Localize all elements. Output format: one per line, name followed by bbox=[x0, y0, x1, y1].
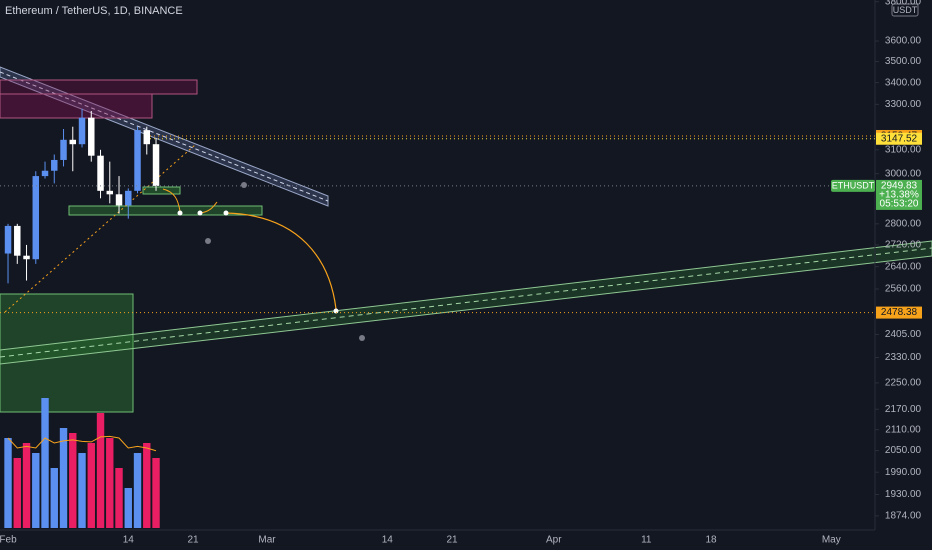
volume-bar bbox=[32, 453, 40, 528]
anchor bbox=[197, 210, 203, 216]
anchor bbox=[223, 210, 229, 216]
y-tick-label: 3500.00 bbox=[885, 56, 922, 67]
volume-bar bbox=[13, 458, 21, 528]
last-price: 2949.83 bbox=[881, 181, 918, 192]
candle-body bbox=[69, 139, 77, 145]
anchor bbox=[333, 308, 339, 314]
candle-body bbox=[4, 225, 12, 254]
y-tick-label: 2405.00 bbox=[885, 329, 922, 340]
y-tick-label: 3100.00 bbox=[885, 144, 922, 155]
y-tick-label: 1930.00 bbox=[885, 489, 922, 500]
candle-body bbox=[97, 155, 104, 191]
volume-bar bbox=[152, 458, 160, 528]
y-tick-label: 2560.00 bbox=[885, 284, 922, 295]
marker bbox=[359, 335, 365, 341]
chart-title: Ethereum / TetherUS, 1D, BINANCE bbox=[5, 5, 183, 17]
candle-body bbox=[51, 159, 58, 171]
candle-body bbox=[152, 144, 160, 186]
y-tick-label: 1874.00 bbox=[885, 511, 922, 522]
candle-body bbox=[60, 139, 67, 160]
candle-body bbox=[32, 176, 40, 260]
x-tick-label: 21 bbox=[446, 535, 458, 546]
trend-line bbox=[4, 144, 196, 313]
y-tick-label: 2250.00 bbox=[885, 378, 922, 389]
y-tick-label: 2170.00 bbox=[885, 404, 922, 415]
volume-bar bbox=[50, 468, 58, 528]
volume-bar bbox=[22, 443, 31, 528]
volume-bar bbox=[69, 433, 77, 528]
volume-bar bbox=[96, 413, 105, 528]
x-tick-label: 21 bbox=[187, 535, 199, 546]
candle-body bbox=[115, 194, 123, 206]
candle-body bbox=[23, 255, 30, 260]
currency-box bbox=[891, 3, 919, 17]
channel-midline bbox=[0, 247, 932, 358]
countdown: 05:53:20 bbox=[880, 199, 919, 210]
zone bbox=[68, 205, 263, 216]
volume-bar bbox=[115, 468, 123, 528]
projection-arrow bbox=[162, 188, 181, 212]
volume-bar bbox=[106, 438, 114, 528]
x-tick-label: Feb bbox=[0, 535, 17, 546]
y-tick-label: 2640.00 bbox=[885, 261, 922, 272]
x-tick-label: May bbox=[822, 535, 841, 546]
candle-body bbox=[125, 190, 132, 206]
y-tick-label: 2800.00 bbox=[885, 218, 922, 229]
x-tick-label: 14 bbox=[123, 535, 135, 546]
price-label-box bbox=[876, 306, 922, 319]
y-tick-label: 3000.00 bbox=[885, 168, 922, 179]
zone bbox=[0, 93, 153, 119]
drawings bbox=[0, 66, 932, 413]
candle-body bbox=[88, 117, 95, 156]
volume-bar bbox=[78, 453, 86, 528]
marker bbox=[205, 238, 211, 244]
zone bbox=[0, 293, 134, 413]
y-tick-label: 2110.00 bbox=[885, 424, 921, 435]
x-tick-label: Apr bbox=[546, 535, 562, 546]
anchor bbox=[177, 210, 183, 216]
x-tick-label: 18 bbox=[705, 535, 717, 546]
candle-body bbox=[106, 190, 114, 195]
y-tick-label: 2050.00 bbox=[885, 445, 922, 456]
volume-ma bbox=[7, 435, 157, 452]
last-price-box bbox=[876, 179, 922, 210]
change: +13.38% bbox=[879, 190, 919, 201]
volume-bar bbox=[133, 453, 142, 528]
y-tick-label: 1990.00 bbox=[885, 467, 922, 478]
candle-body bbox=[41, 170, 49, 177]
zone bbox=[0, 79, 198, 95]
price-label-box bbox=[876, 132, 922, 145]
candle-body bbox=[143, 130, 151, 145]
price-label: 2478.38 bbox=[881, 307, 918, 318]
price-label: 3147.52 bbox=[881, 133, 918, 144]
volume-bar bbox=[59, 428, 68, 528]
y-tick-label: 3800.00 bbox=[885, 0, 922, 7]
volume-bar bbox=[143, 443, 151, 528]
x-tick-label: Mar bbox=[258, 535, 276, 546]
symbol: ETHUSDT bbox=[832, 180, 875, 190]
marker bbox=[241, 182, 247, 188]
zone bbox=[142, 186, 181, 195]
y-tick-label: 3300.00 bbox=[885, 99, 922, 110]
volume-bar bbox=[87, 443, 95, 528]
volume-bar bbox=[41, 398, 49, 528]
candle-body bbox=[134, 130, 141, 191]
y-tick-label: 3600.00 bbox=[885, 36, 922, 47]
currency: USDT bbox=[893, 5, 918, 15]
y-tick-label: 2330.00 bbox=[885, 352, 922, 363]
y-tick-label: 3400.00 bbox=[885, 77, 922, 88]
projection-arrow bbox=[225, 212, 337, 310]
x-tick-label: 11 bbox=[641, 535, 652, 546]
symbol-box bbox=[831, 179, 875, 192]
candle-body bbox=[78, 117, 86, 145]
candle-body bbox=[14, 225, 21, 256]
x-tick-label: 14 bbox=[382, 535, 394, 546]
volume-bar bbox=[4, 438, 12, 528]
y-tick-label: 2720.00 bbox=[885, 240, 922, 251]
volume-bar bbox=[124, 488, 132, 528]
